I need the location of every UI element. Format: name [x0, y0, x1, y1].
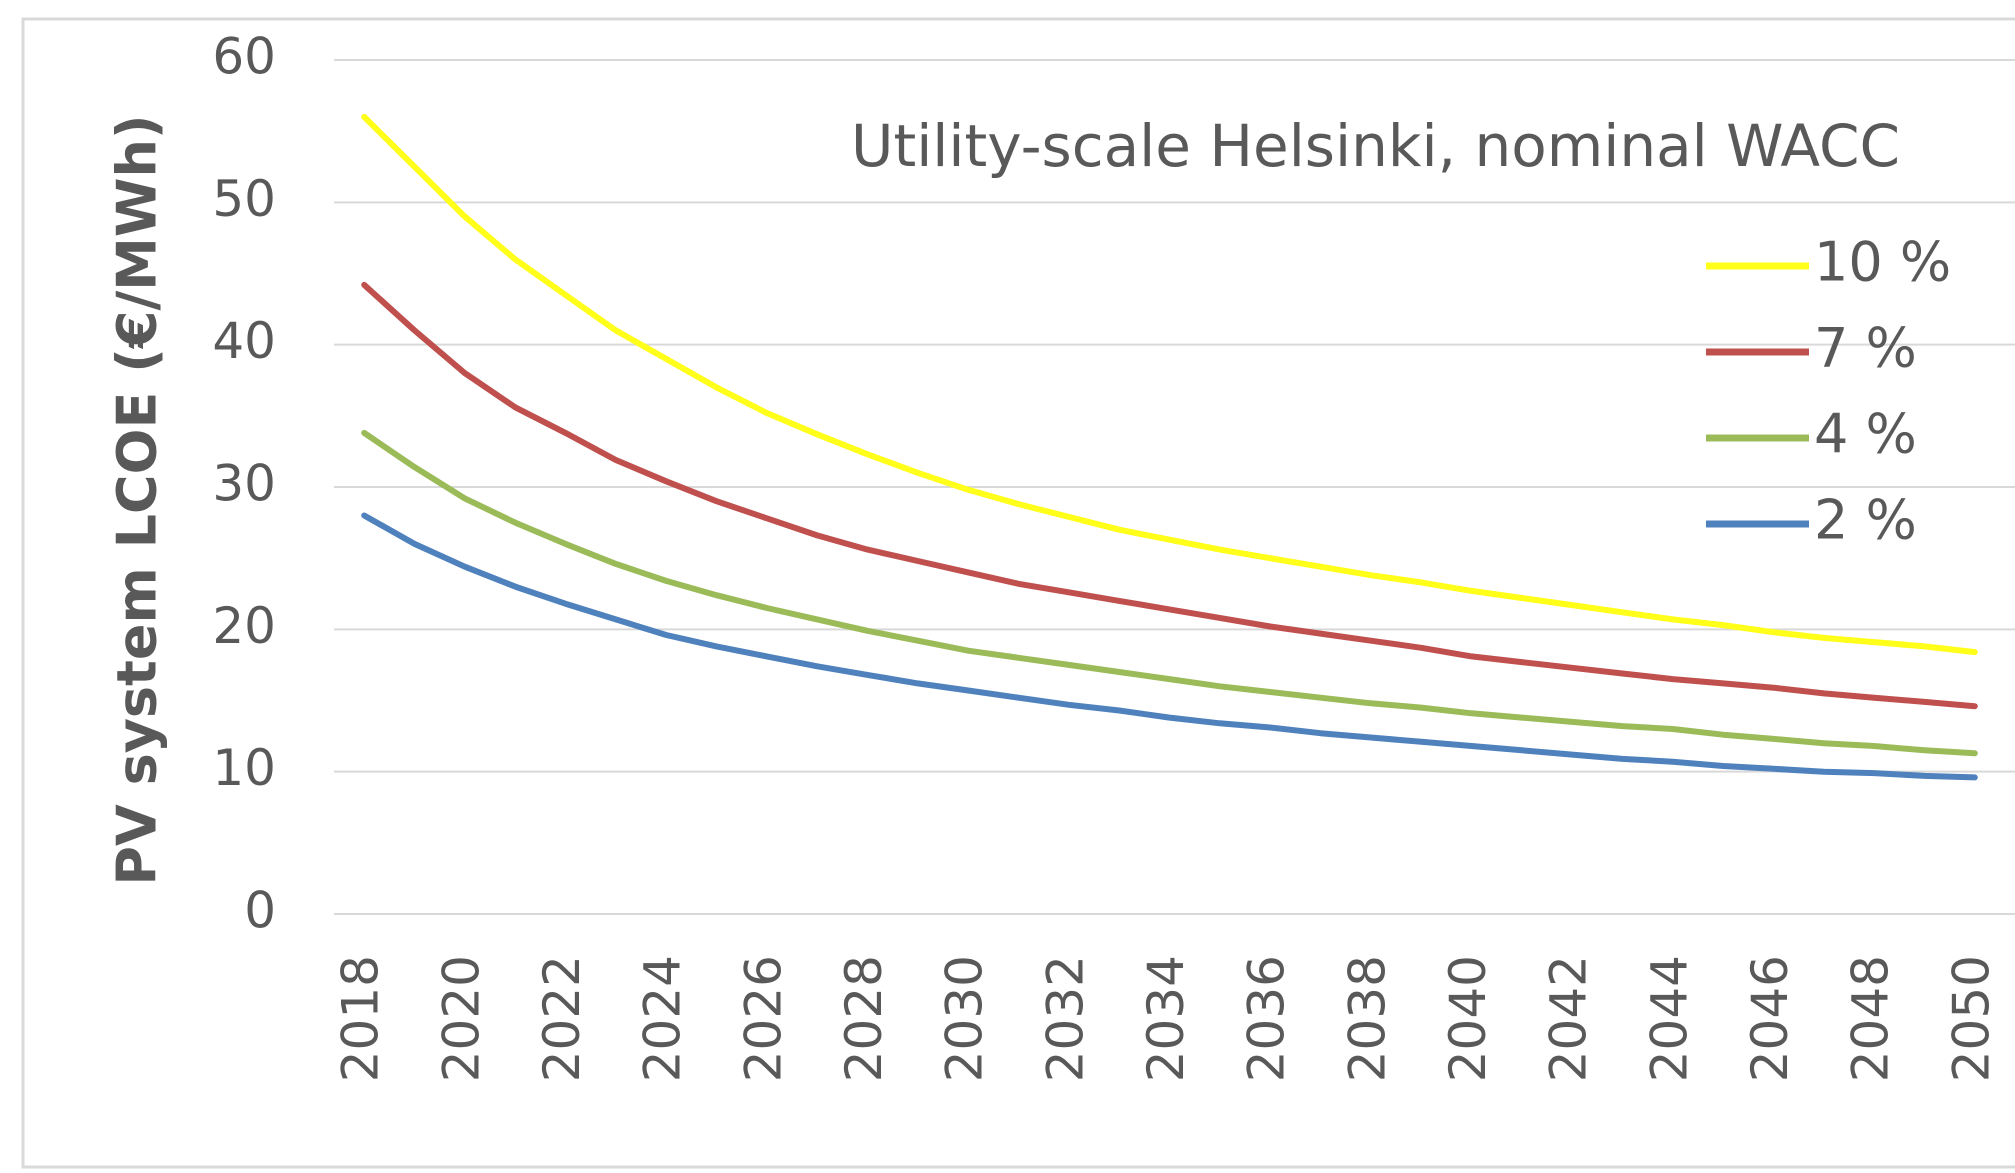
y-tick-label: 0: [244, 882, 276, 940]
x-tick-label: 2026: [734, 955, 792, 1082]
y-tick-label: 50: [212, 170, 276, 228]
chart-title: Utility-scale Helsinki, nominal WACC: [851, 112, 1900, 180]
x-tick-label: 2032: [1036, 955, 1094, 1082]
y-tick-label: 60: [212, 28, 276, 86]
x-tick-label: 2040: [1439, 955, 1497, 1082]
x-tick-label: 2038: [1338, 955, 1396, 1082]
y-tick-label: 20: [212, 597, 276, 655]
y-tick-label: 10: [212, 739, 276, 797]
series-line: [361, 512, 1978, 781]
x-tick-label: 2022: [533, 955, 591, 1082]
x-tick-label: 2034: [1137, 955, 1195, 1082]
x-tick-label: 2044: [1640, 955, 1698, 1082]
series-line: [361, 281, 1978, 710]
x-tick-label: 2046: [1741, 955, 1799, 1082]
x-tick-label: 2020: [432, 955, 490, 1082]
x-tick-label: 2048: [1842, 955, 1900, 1082]
x-tick-label: 2030: [936, 955, 994, 1082]
series-line: [361, 429, 1978, 757]
x-tick-label: 2036: [1238, 955, 1296, 1082]
legend-label: 10 %: [1814, 231, 1951, 294]
x-tick-label: 2028: [835, 955, 893, 1082]
legend-label: 4 %: [1814, 403, 1917, 466]
x-tick-label: 2042: [1540, 955, 1598, 1082]
y-tick-label: 40: [212, 312, 276, 370]
legend-label: 2 %: [1814, 489, 1917, 552]
x-tick-label: 2050: [1942, 955, 2000, 1082]
chart-frame: [21, 17, 2015, 1169]
x-tick-label: 2024: [634, 955, 692, 1082]
legend-label: 7 %: [1814, 317, 1917, 380]
series-line: [361, 113, 1978, 656]
y-axis-label: PV system LCOE (€/MWh): [106, 114, 169, 885]
y-tick-label: 30: [212, 455, 276, 513]
x-tick-label: 2018: [332, 955, 390, 1082]
